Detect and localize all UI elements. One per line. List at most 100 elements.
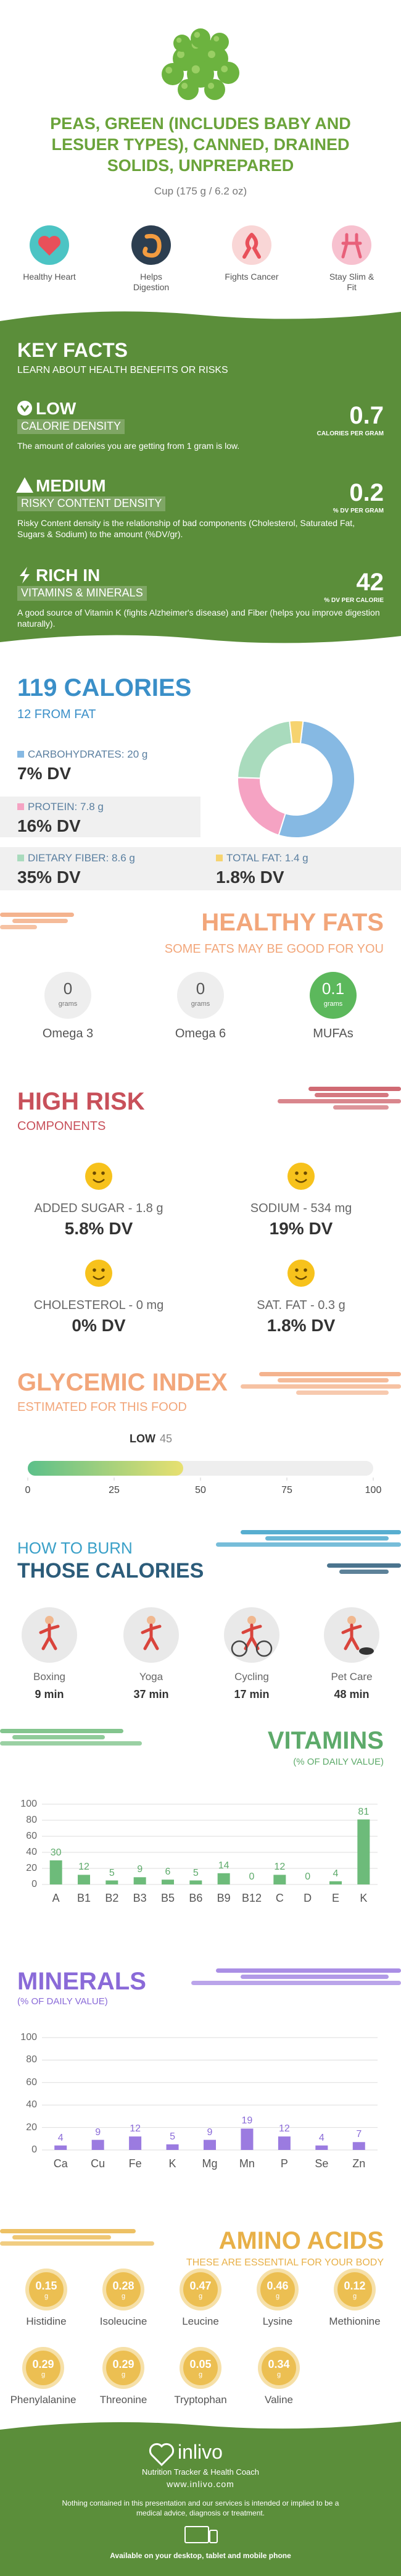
risk-dv: 5.8% DV [64, 1219, 133, 1238]
fat-circle [177, 972, 224, 1019]
decor-stripe [0, 913, 74, 917]
amino-value: 0.29 [32, 2358, 54, 2370]
food-title: PEAS, GREEN (INCLUDES BABY AND LESUER TY… [50, 114, 351, 175]
footer-bg [0, 2422, 401, 2576]
risk-amount: CHOLESTEROL - 0 mg [6, 1298, 191, 1313]
text-part: 1.8 [135, 1202, 153, 1215]
activity-name: Yoga [139, 1671, 163, 1683]
gi-bar [28, 1461, 183, 1476]
fat-unit: grams [323, 1000, 343, 1008]
amino-value: 0.34 [268, 2358, 290, 2370]
amino-circle [29, 2272, 64, 2307]
activity-body [241, 1623, 262, 1650]
donut-segment [278, 720, 355, 838]
activity-head [45, 1616, 54, 1625]
benefit-label: Healthy Heart [23, 272, 76, 282]
text-part: SAT. FAT - [257, 1298, 315, 1312]
device-icon [184, 2526, 209, 2543]
decor-stripe [241, 1384, 401, 1389]
bar [78, 1875, 90, 1884]
nutrient-dv: 1.8% DV [216, 868, 284, 887]
bar [273, 1875, 286, 1884]
bar-value-label: 5 [170, 2131, 175, 2142]
y-tick-label: 0 [31, 1879, 37, 1889]
bar-value-label: 12 [278, 2123, 290, 2135]
pea [162, 63, 184, 85]
x-tick-label: Fe [128, 2157, 142, 2170]
amino-value: 0.12 [344, 2280, 366, 2292]
gi-tick-label: 100 [365, 1485, 382, 1495]
bar-value-label: 81 [358, 1806, 370, 1817]
section-subtitle: THESE ARE ESSENTIAL FOR YOUR BODY [186, 2257, 384, 2268]
benefit-icon [131, 225, 171, 265]
disclaimer: Nothing contained in this presentation a… [62, 2499, 339, 2517]
decor-stripe [216, 1968, 401, 1973]
activity-name: Cycling [234, 1671, 269, 1683]
activity-head [247, 1616, 256, 1625]
section-title: HEALTHY FATS [201, 909, 384, 936]
x-tick-label: Se [315, 2157, 329, 2170]
amino-value: 0.28 [112, 2280, 134, 2292]
fact-level: LOW [36, 399, 76, 418]
x-tick-label: Ca [53, 2157, 68, 2170]
activity-body [141, 1623, 162, 1650]
logo-icon [149, 2443, 175, 2467]
fat-value: 0.1 [321, 979, 345, 998]
fact-value: 0.2 [349, 479, 384, 506]
text-part: min [349, 1688, 370, 1700]
decor-stripe [333, 1105, 389, 1110]
pea [173, 35, 191, 52]
bar-value-label: 0 [305, 1871, 311, 1882]
fat-name: MUFAs [313, 1027, 353, 1040]
bar [166, 2144, 179, 2150]
decor-stripe [327, 1563, 401, 1568]
serving-size: Cup (175 g / 6.2 oz) [154, 185, 247, 197]
bar [217, 1873, 230, 1884]
smiley-eye [93, 1171, 96, 1175]
text-part: 37 [133, 1688, 146, 1700]
bar [315, 2145, 328, 2150]
section-subtitle: SOME FATS MAY BE GOOD FOR YOU [164, 942, 384, 956]
amino-circle [262, 2351, 296, 2385]
fact-label: RISKY CONTENT DENSITY [17, 496, 166, 511]
amino-circle [106, 2351, 141, 2385]
x-tick-label: P [280, 2157, 288, 2170]
smiley [85, 1260, 112, 1287]
nutrient-amount: PROTEIN: 7.8 g [28, 801, 104, 813]
section-title: GLYCEMIC INDEX [17, 1369, 228, 1396]
text-part: min [44, 1688, 64, 1700]
calories-subtitle: 12 FROM FAT [17, 708, 96, 721]
risk-dv: 19% DV [269, 1219, 333, 1238]
activity-minutes: 9 min [6, 1688, 93, 1702]
text-part: 0 [136, 1298, 143, 1312]
pea-shine [165, 67, 173, 74]
amino-circle [26, 2351, 60, 2385]
decor-stripe [0, 2229, 136, 2233]
bar-value-label: 4 [333, 1868, 339, 1879]
x-tick-label: B12 [241, 1892, 262, 1904]
smiley [287, 1163, 315, 1190]
stomach-icon [143, 233, 162, 258]
y-tick-label: 60 [26, 1831, 37, 1841]
amino-unit: g [352, 2293, 357, 2300]
amino-name: Isoleucine [99, 2315, 147, 2327]
decor-stripe [315, 1093, 389, 1097]
amino-name: Tryptophan [174, 2394, 227, 2406]
bar-value-label: 5 [192, 1867, 199, 1878]
gi-level: LOW [130, 1432, 155, 1445]
text-part: CHOLESTEROL - [33, 1298, 133, 1312]
y-tick-label: 80 [26, 2054, 37, 2065]
pea [191, 28, 210, 48]
smiley-eye [304, 1171, 307, 1175]
fact-unit: % DV PER CALORIE [324, 597, 384, 604]
fat-value: 0 [196, 979, 205, 998]
decor-stripe [241, 1530, 401, 1534]
activity-body [39, 1623, 60, 1650]
benefit-icon [232, 225, 271, 265]
x-tick-label: Zn [352, 2157, 366, 2170]
activity-head [147, 1616, 155, 1625]
pea-shine [177, 51, 184, 58]
amino-value: 0.47 [189, 2280, 212, 2292]
row-band [0, 847, 401, 890]
smiley-mouth [93, 1179, 105, 1183]
